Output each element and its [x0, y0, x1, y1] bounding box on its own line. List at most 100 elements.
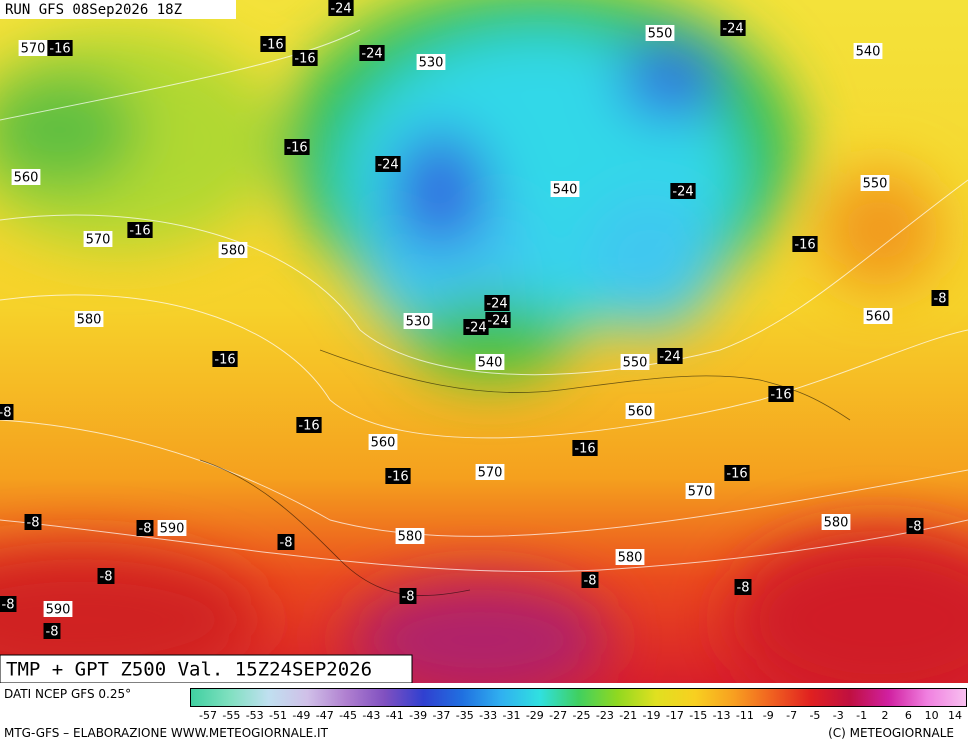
- colorbar-label: -29: [526, 709, 544, 722]
- height-label: 590: [160, 522, 185, 537]
- height-label-box: [685, 483, 715, 499]
- colorbar-label: -49: [292, 709, 310, 722]
- height-label-box: [157, 520, 187, 536]
- height-label: 570: [688, 485, 713, 500]
- colorbar-label: -45: [339, 709, 357, 722]
- height-label-box: [475, 354, 505, 370]
- height-label: 570: [478, 466, 503, 481]
- temp-label: -8: [100, 570, 113, 585]
- colorbar-label: -27: [549, 709, 567, 722]
- colorbar-label: 14: [948, 709, 962, 722]
- temp-label: -16: [726, 467, 747, 482]
- height-label-box: [368, 434, 398, 450]
- colorbar-label: -55: [222, 709, 240, 722]
- temp-label-box: [581, 572, 599, 588]
- colorbar-label: -35: [456, 709, 474, 722]
- map-title: TMP + GPT Z500 Val. 15Z24SEP2026: [6, 659, 372, 681]
- temp-label-box: [463, 319, 489, 335]
- temp-label-box: [97, 568, 115, 584]
- temp-label-box: [375, 156, 401, 172]
- colorbar-label: -9: [763, 709, 774, 722]
- height-label-box: [853, 43, 883, 59]
- credit: MTG-GFS – ELABORAZIONE WWW.METEOGIORNALE…: [4, 726, 328, 740]
- temp-label: -8: [402, 590, 415, 605]
- height-label: 540: [553, 183, 578, 198]
- temp-label: -16: [794, 238, 815, 253]
- colorbar-label: -31: [502, 709, 520, 722]
- temp-label-box: [385, 468, 411, 484]
- temp-label-box: [734, 579, 752, 595]
- temp-label-box: [670, 183, 696, 199]
- height-label-box: [403, 313, 433, 329]
- colorbar-label: -41: [386, 709, 404, 722]
- source: DATI NCEP GFS 0.25°: [4, 687, 132, 701]
- height-label: 580: [618, 551, 643, 566]
- height-label-box: [43, 601, 73, 617]
- height-label-box: [18, 40, 48, 56]
- temp-label-box: [328, 0, 354, 16]
- temp-label-box: [296, 417, 322, 433]
- height-label-box: [83, 231, 113, 247]
- temp-label-box: [0, 404, 14, 420]
- temp-label-box: [277, 534, 295, 550]
- height-label-box: [625, 403, 655, 419]
- height-label: 530: [419, 56, 444, 71]
- temp-label-box: [359, 45, 385, 61]
- colorbar-label: -17: [666, 709, 684, 722]
- temp-label-box: [0, 596, 17, 612]
- colorbar-label: -51: [269, 709, 287, 722]
- temp-label: -24: [722, 22, 743, 37]
- temp-label: -16: [286, 141, 307, 156]
- colorbar-labels: -57 -55 -53 -51 -49 -47 -45 -43 -41 -39 -37 -35 -33-…: [199, 709, 962, 722]
- height-label: 530: [406, 315, 431, 330]
- height-label: 590: [46, 603, 71, 618]
- temp-label: -24: [659, 350, 680, 365]
- height-label-box: [416, 54, 446, 70]
- colorbar-label: -53: [246, 709, 264, 722]
- height-label-box: [550, 181, 580, 197]
- height-label: 580: [398, 530, 423, 545]
- height-label-box: [475, 464, 505, 480]
- title-box: [0, 654, 413, 683]
- height-label: 550: [623, 356, 648, 371]
- colorbar-label: -57: [199, 709, 217, 722]
- colorbar-label: -43: [362, 709, 380, 722]
- temp-label: -8: [280, 536, 293, 551]
- temp-label: -24: [377, 158, 398, 173]
- height-label-box: [74, 311, 104, 327]
- temp-label-box: [47, 40, 73, 56]
- height-label-box: [395, 528, 425, 544]
- colorbar-label: -39: [409, 709, 427, 722]
- temp-label: -16: [294, 52, 315, 67]
- temp-label: -8: [27, 516, 40, 531]
- colorbar-label: -13: [713, 709, 731, 722]
- temp-label-box: [127, 222, 153, 238]
- colorbar-label: 10: [925, 709, 939, 722]
- height-label: 560: [866, 310, 891, 325]
- colorbar-label: 2: [881, 709, 888, 722]
- temp-label: -24: [487, 314, 508, 329]
- colorbar-label: -33: [479, 709, 497, 722]
- temp-label: -16: [49, 42, 70, 57]
- temp-label: -24: [672, 185, 693, 200]
- height-label: 580: [221, 244, 246, 259]
- height-label-box: [860, 175, 890, 191]
- colorbar-label: -7: [786, 709, 797, 722]
- height-label-box: [863, 308, 893, 324]
- colorbar-label: -19: [643, 709, 661, 722]
- height-label: 560: [371, 436, 396, 451]
- copyright: (C) METEOGIORNALE: [828, 726, 954, 740]
- colorbar-label: -25: [573, 709, 591, 722]
- colorbar-label: -11: [736, 709, 754, 722]
- height-label: 570: [86, 233, 111, 248]
- colorbar-label: -37: [432, 709, 450, 722]
- temp-label-box: [485, 312, 511, 328]
- temp-label-box: [43, 623, 61, 639]
- temp-label-box: [657, 348, 683, 364]
- height-label-box: [645, 25, 675, 41]
- temp-label: -8: [737, 581, 750, 596]
- temp-label: -24: [330, 2, 351, 17]
- height-label: 580: [77, 313, 102, 328]
- colorbar-label: -15: [689, 709, 707, 722]
